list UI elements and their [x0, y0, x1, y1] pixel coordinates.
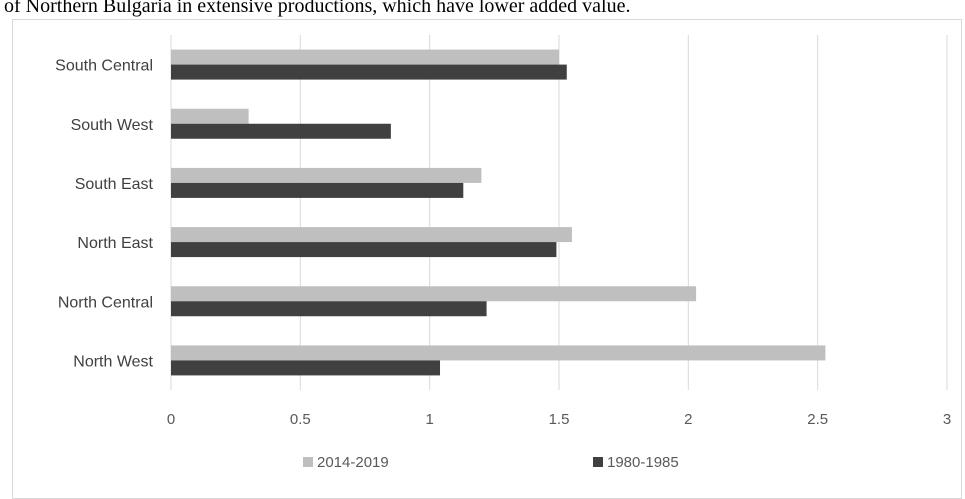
- legend-label: 1980-1985: [607, 454, 679, 471]
- category-label: South West: [71, 117, 154, 134]
- category-label: South East: [75, 176, 154, 193]
- x-tick-label: 2.5: [807, 411, 828, 428]
- x-tick-label: 1: [425, 411, 433, 428]
- bars: [171, 49, 826, 376]
- bar-recent: [171, 108, 249, 124]
- bar-recent: [171, 167, 482, 183]
- x-tick-label: 1.5: [549, 411, 570, 428]
- chart-frame: [12, 19, 962, 499]
- category-label: North East: [77, 235, 153, 252]
- bar-recent: [171, 227, 572, 243]
- tick-labels: 0 0.5 1 1.5 2 2.5 3: [167, 411, 951, 428]
- legend-swatch: [303, 457, 313, 467]
- gridlines: [170, 35, 948, 390]
- bar-historic: [171, 64, 567, 80]
- x-tick-label: 0.5: [290, 411, 311, 428]
- bar-recent: [171, 49, 559, 65]
- bar-historic: [171, 360, 441, 376]
- category-label: South Central: [55, 58, 153, 75]
- legend-swatch: [593, 457, 603, 467]
- category-label: North West: [73, 353, 153, 370]
- bar-recent: [171, 345, 826, 361]
- x-tick-label: 0: [167, 411, 175, 428]
- x-tick-label: 2: [684, 411, 692, 428]
- bar-historic: [171, 242, 557, 258]
- legend-label: 2014-2019: [317, 454, 389, 471]
- caption-text: of Northern Bulgaria in extensive produc…: [4, 0, 631, 17]
- bar-historic: [171, 182, 464, 198]
- category-labels: South Central South West South East North E…: [55, 58, 153, 371]
- bar-historic: [171, 123, 391, 139]
- bar-recent: [171, 286, 697, 302]
- x-tick-label: 3: [943, 411, 951, 428]
- bar-historic: [171, 301, 487, 317]
- legend: 2014-2019 1980-1985: [303, 454, 679, 471]
- category-label: North Central: [58, 294, 153, 311]
- bar-chart: South Central South West South East North E…: [55, 35, 951, 471]
